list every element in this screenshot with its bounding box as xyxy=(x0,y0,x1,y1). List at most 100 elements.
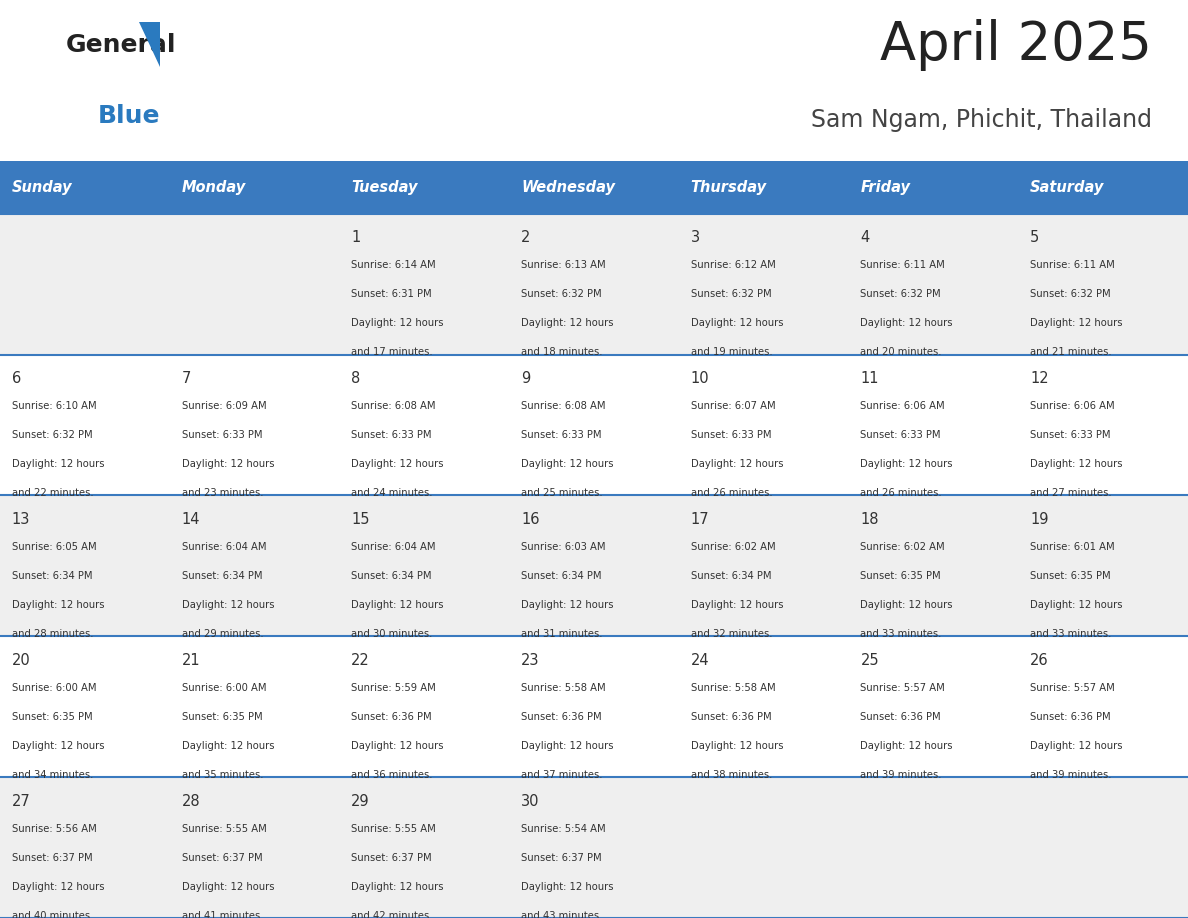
Text: Sunset: 6:32 PM: Sunset: 6:32 PM xyxy=(860,289,941,299)
Text: Sunrise: 5:57 AM: Sunrise: 5:57 AM xyxy=(860,683,946,693)
Text: Sunset: 6:37 PM: Sunset: 6:37 PM xyxy=(522,853,601,863)
Text: and 38 minutes.: and 38 minutes. xyxy=(690,770,772,780)
Bar xyxy=(340,778,510,918)
Text: Sunrise: 5:54 AM: Sunrise: 5:54 AM xyxy=(522,823,606,834)
Text: Daylight: 12 hours: Daylight: 12 hours xyxy=(12,600,105,610)
Text: and 41 minutes.: and 41 minutes. xyxy=(182,911,263,918)
Text: 8: 8 xyxy=(352,371,361,386)
Text: and 26 minutes.: and 26 minutes. xyxy=(860,488,942,498)
Text: Daylight: 12 hours: Daylight: 12 hours xyxy=(690,600,783,610)
Text: Sunset: 6:33 PM: Sunset: 6:33 PM xyxy=(522,431,601,441)
Text: Sunset: 6:34 PM: Sunset: 6:34 PM xyxy=(690,571,771,581)
Text: Sunrise: 6:10 AM: Sunrise: 6:10 AM xyxy=(12,401,96,411)
Bar xyxy=(0,214,170,354)
Text: Daylight: 12 hours: Daylight: 12 hours xyxy=(522,459,613,469)
Text: and 39 minutes.: and 39 minutes. xyxy=(860,770,942,780)
Text: Daylight: 12 hours: Daylight: 12 hours xyxy=(1030,319,1123,329)
Bar xyxy=(1018,354,1188,496)
Text: Daylight: 12 hours: Daylight: 12 hours xyxy=(12,459,105,469)
Text: Sunset: 6:37 PM: Sunset: 6:37 PM xyxy=(12,853,93,863)
Bar xyxy=(678,214,848,354)
Bar xyxy=(340,496,510,636)
Text: Daylight: 12 hours: Daylight: 12 hours xyxy=(182,882,274,892)
Text: Sunset: 6:34 PM: Sunset: 6:34 PM xyxy=(352,571,431,581)
Text: Sunset: 6:36 PM: Sunset: 6:36 PM xyxy=(352,712,432,722)
Bar xyxy=(0,161,170,214)
Text: 23: 23 xyxy=(522,653,539,667)
Text: 5: 5 xyxy=(1030,230,1040,245)
Text: Sunrise: 6:03 AM: Sunrise: 6:03 AM xyxy=(522,543,606,552)
Text: Sunrise: 6:00 AM: Sunrise: 6:00 AM xyxy=(12,683,96,693)
Text: and 35 minutes.: and 35 minutes. xyxy=(182,770,263,780)
Text: April 2025: April 2025 xyxy=(880,19,1152,71)
Text: 15: 15 xyxy=(352,512,369,527)
Bar xyxy=(170,636,340,778)
Text: Sunset: 6:36 PM: Sunset: 6:36 PM xyxy=(690,712,771,722)
Text: Sam Ngam, Phichit, Thailand: Sam Ngam, Phichit, Thailand xyxy=(811,108,1152,132)
Bar xyxy=(848,214,1018,354)
Text: 17: 17 xyxy=(690,512,709,527)
Text: Sunrise: 5:58 AM: Sunrise: 5:58 AM xyxy=(522,683,606,693)
Bar xyxy=(678,778,848,918)
Text: Daylight: 12 hours: Daylight: 12 hours xyxy=(352,459,444,469)
Polygon shape xyxy=(139,22,160,68)
Text: Sunrise: 5:57 AM: Sunrise: 5:57 AM xyxy=(1030,683,1114,693)
Text: Daylight: 12 hours: Daylight: 12 hours xyxy=(690,459,783,469)
Text: and 40 minutes.: and 40 minutes. xyxy=(12,911,93,918)
Text: and 20 minutes.: and 20 minutes. xyxy=(860,348,942,357)
Text: and 17 minutes.: and 17 minutes. xyxy=(352,348,432,357)
Text: Sunrise: 6:07 AM: Sunrise: 6:07 AM xyxy=(690,401,776,411)
Text: 11: 11 xyxy=(860,371,879,386)
Text: Sunrise: 6:08 AM: Sunrise: 6:08 AM xyxy=(522,401,606,411)
Text: Daylight: 12 hours: Daylight: 12 hours xyxy=(1030,459,1123,469)
Text: General: General xyxy=(65,33,176,57)
Text: 10: 10 xyxy=(690,371,709,386)
Text: 22: 22 xyxy=(352,653,369,667)
Text: Sunset: 6:36 PM: Sunset: 6:36 PM xyxy=(522,712,601,722)
Text: Daylight: 12 hours: Daylight: 12 hours xyxy=(182,459,274,469)
Text: Sunset: 6:33 PM: Sunset: 6:33 PM xyxy=(690,431,771,441)
Text: and 32 minutes.: and 32 minutes. xyxy=(690,629,772,639)
Text: Daylight: 12 hours: Daylight: 12 hours xyxy=(860,741,953,751)
Text: Daylight: 12 hours: Daylight: 12 hours xyxy=(690,741,783,751)
Bar xyxy=(510,354,678,496)
Text: Sunrise: 6:11 AM: Sunrise: 6:11 AM xyxy=(860,261,946,271)
Text: 7: 7 xyxy=(182,371,191,386)
Bar xyxy=(848,354,1018,496)
Bar xyxy=(848,496,1018,636)
Bar xyxy=(170,778,340,918)
Text: 4: 4 xyxy=(860,230,870,245)
Bar xyxy=(340,214,510,354)
Text: Daylight: 12 hours: Daylight: 12 hours xyxy=(12,882,105,892)
Bar xyxy=(510,636,678,778)
Bar xyxy=(510,496,678,636)
Text: Sunrise: 5:59 AM: Sunrise: 5:59 AM xyxy=(352,683,436,693)
Text: Daylight: 12 hours: Daylight: 12 hours xyxy=(522,882,613,892)
Bar xyxy=(1018,214,1188,354)
Text: Daylight: 12 hours: Daylight: 12 hours xyxy=(522,741,613,751)
Text: Daylight: 12 hours: Daylight: 12 hours xyxy=(860,319,953,329)
Bar xyxy=(848,636,1018,778)
Bar xyxy=(848,161,1018,214)
Bar xyxy=(340,161,510,214)
Text: Sunrise: 6:00 AM: Sunrise: 6:00 AM xyxy=(182,683,266,693)
Bar xyxy=(848,778,1018,918)
Text: 18: 18 xyxy=(860,512,879,527)
Text: and 33 minutes.: and 33 minutes. xyxy=(860,629,942,639)
Text: Sunset: 6:35 PM: Sunset: 6:35 PM xyxy=(1030,571,1111,581)
Text: and 22 minutes.: and 22 minutes. xyxy=(12,488,94,498)
Bar xyxy=(1018,161,1188,214)
Text: and 19 minutes.: and 19 minutes. xyxy=(690,348,772,357)
Text: Sunrise: 6:09 AM: Sunrise: 6:09 AM xyxy=(182,401,266,411)
Bar xyxy=(0,778,170,918)
Text: Daylight: 12 hours: Daylight: 12 hours xyxy=(522,600,613,610)
Text: Daylight: 12 hours: Daylight: 12 hours xyxy=(12,741,105,751)
Bar xyxy=(510,778,678,918)
Text: and 24 minutes.: and 24 minutes. xyxy=(352,488,432,498)
Text: Sunset: 6:32 PM: Sunset: 6:32 PM xyxy=(522,289,601,299)
Text: Daylight: 12 hours: Daylight: 12 hours xyxy=(352,600,444,610)
Text: Sunrise: 6:01 AM: Sunrise: 6:01 AM xyxy=(1030,543,1114,552)
Text: 13: 13 xyxy=(12,512,30,527)
Text: 3: 3 xyxy=(690,230,700,245)
Text: Sunset: 6:36 PM: Sunset: 6:36 PM xyxy=(860,712,941,722)
